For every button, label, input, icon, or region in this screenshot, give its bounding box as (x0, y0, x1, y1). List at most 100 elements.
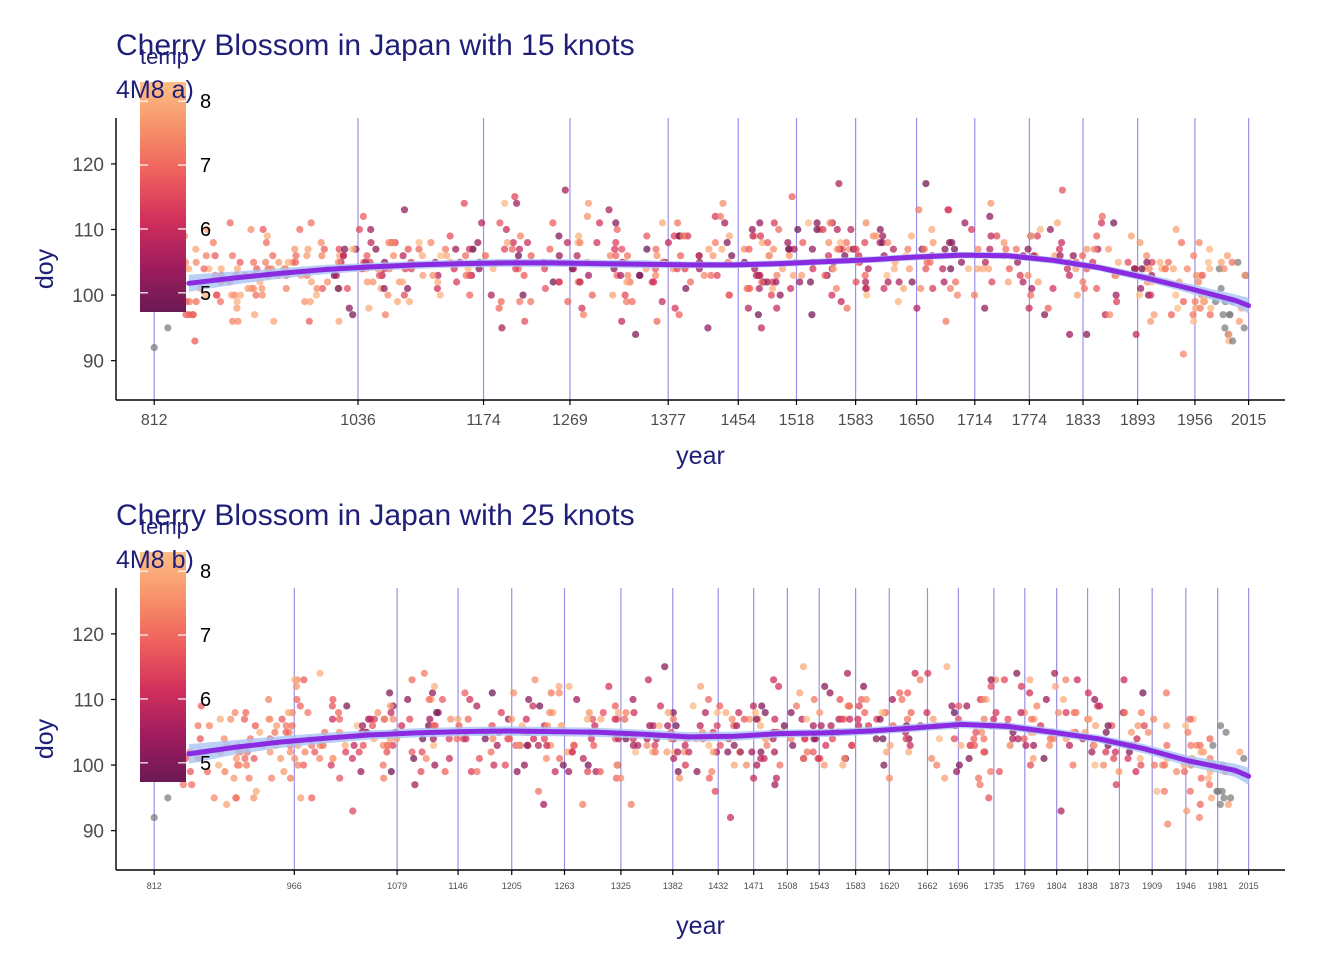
data-point (810, 695, 818, 704)
data-point (282, 728, 290, 736)
data-point (1161, 265, 1169, 273)
x-tick-label: 1263 (554, 881, 574, 891)
data-point (509, 689, 518, 697)
data-point (1186, 715, 1194, 723)
data-point (1051, 669, 1059, 677)
data-point (240, 715, 249, 723)
data-point (629, 741, 638, 750)
data-point (1027, 715, 1036, 723)
data-point (713, 722, 721, 730)
data-point (363, 278, 371, 286)
data-point (708, 768, 716, 776)
data-point (1235, 317, 1243, 325)
data-point (895, 278, 903, 286)
data-point (1173, 768, 1181, 776)
data-point (387, 768, 395, 776)
data-point (1153, 787, 1161, 795)
legend-tick-label: 8 (200, 561, 211, 583)
data-point (1124, 258, 1132, 266)
data-point (842, 239, 851, 247)
data-point (1058, 239, 1066, 247)
data-point (1114, 258, 1122, 266)
x-tick-label: 1696 (948, 881, 968, 891)
data-point (863, 291, 871, 299)
data-point (202, 291, 210, 299)
data-point (905, 748, 913, 756)
data-point (752, 271, 761, 279)
data-point (753, 761, 761, 769)
data-point (756, 219, 764, 227)
data-point (1090, 741, 1098, 750)
data-point (883, 271, 891, 279)
data-point (386, 689, 394, 697)
data-point (497, 709, 505, 717)
x-tick-label: 1662 (917, 881, 937, 891)
data-point (188, 781, 196, 789)
data-point (495, 304, 503, 312)
data-point (464, 715, 472, 723)
data-point (1134, 722, 1142, 730)
data-point (1102, 748, 1110, 756)
data-point (192, 245, 200, 253)
data-point (220, 735, 228, 743)
data-point (578, 304, 586, 312)
data-point (770, 748, 779, 756)
data-point (291, 258, 300, 266)
data-point (596, 768, 604, 776)
data-point (719, 199, 727, 207)
data-point (583, 212, 592, 220)
data-point (1093, 232, 1101, 240)
data-point (519, 291, 527, 299)
data-point (822, 741, 830, 750)
data-point (627, 800, 635, 809)
data-point (216, 298, 225, 306)
data-point (1217, 258, 1225, 266)
data-point (880, 284, 888, 293)
data-point (904, 245, 912, 253)
data-point (1028, 284, 1036, 293)
data-point (917, 284, 925, 293)
data-point (422, 754, 430, 763)
data-point (826, 689, 834, 697)
data-point (318, 284, 327, 293)
data-point (1164, 820, 1172, 828)
data-point (203, 768, 211, 776)
data-point (1104, 722, 1112, 730)
data-point (250, 754, 258, 763)
data-point (1024, 271, 1032, 279)
data-point (1209, 741, 1217, 750)
data-point (328, 715, 337, 723)
data-point (1090, 245, 1098, 253)
data-point (883, 748, 891, 756)
data-point (649, 722, 657, 730)
data-point (481, 735, 489, 743)
data-point (948, 239, 956, 247)
data-point (209, 239, 217, 247)
data-point (876, 225, 884, 234)
data-point (745, 245, 753, 253)
data-point (1195, 813, 1203, 822)
data-point (599, 709, 607, 717)
data-point (813, 219, 821, 227)
data-point (1063, 265, 1071, 273)
data-point (768, 284, 777, 293)
data-point (644, 676, 653, 684)
data-point (1106, 311, 1114, 319)
data-point (203, 225, 211, 234)
data-point (884, 278, 892, 286)
data-point (1027, 291, 1035, 299)
data-point (425, 722, 433, 730)
data-point (227, 715, 235, 723)
legend-colorbar (140, 82, 186, 312)
data-point (1069, 761, 1077, 769)
data-point (1206, 245, 1214, 253)
x-tick-label: 1518 (779, 412, 815, 429)
data-point (252, 291, 260, 299)
data-point (299, 761, 308, 769)
data-point (1226, 311, 1234, 319)
data-point (445, 754, 453, 763)
data-point (179, 781, 187, 789)
data-point (380, 284, 388, 293)
x-tick-label: 1036 (340, 412, 376, 429)
data-point (1218, 787, 1226, 795)
